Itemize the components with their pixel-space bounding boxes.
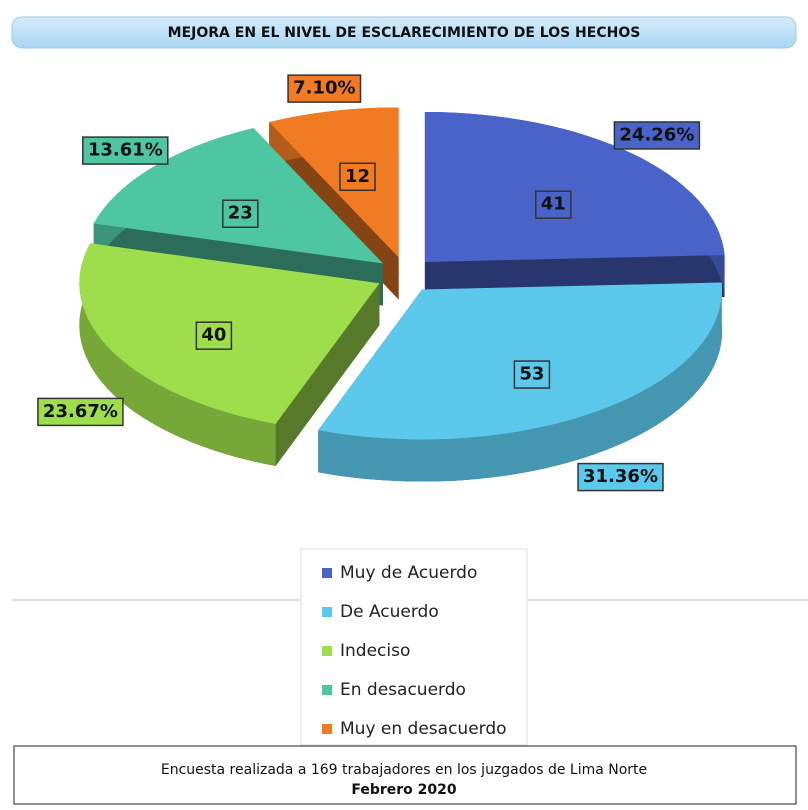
- percent-label-box: [37, 397, 124, 427]
- legend-swatch: [322, 568, 332, 578]
- title-bar: [11, 16, 797, 49]
- percent-label-box: [577, 462, 664, 492]
- data-label-box: [339, 162, 376, 192]
- data-label-box: [513, 360, 551, 389]
- percent-label: 13.61%: [88, 140, 163, 161]
- legend-swatch: [322, 724, 332, 734]
- percent-label: 23.67%: [43, 401, 118, 422]
- legend-swatch: [322, 607, 332, 617]
- legend-swatch: [322, 685, 332, 695]
- percent-label: 31.36%: [583, 466, 658, 487]
- footnote: Febrero 2020: [351, 782, 457, 798]
- slice-side: [275, 283, 380, 466]
- data-label: 12: [345, 166, 370, 187]
- data-label-box: [535, 190, 572, 219]
- legend-label: Muy en desacuerdo: [340, 719, 507, 739]
- legend-label: De Acuerdo: [340, 602, 439, 622]
- legend-label: En desacuerdo: [340, 680, 466, 700]
- legend-box: [300, 548, 528, 746]
- data-label-box: [195, 321, 233, 350]
- legend-label: Indeciso: [340, 641, 410, 661]
- data-label-box: [222, 199, 259, 228]
- percent-label-box: [613, 121, 701, 150]
- data-label: 23: [228, 203, 253, 224]
- percent-label: 7.10%: [293, 78, 355, 99]
- data-label: 40: [201, 325, 226, 346]
- percent-label-box: [82, 136, 169, 165]
- data-label: 53: [519, 364, 544, 385]
- slice-side: [318, 282, 723, 482]
- slice: [269, 107, 399, 258]
- footnote-box: [13, 745, 797, 805]
- data-label: 41: [541, 194, 566, 215]
- legend-swatch: [322, 646, 332, 656]
- slice: [424, 111, 725, 262]
- percent-label-box: [287, 74, 362, 103]
- chart-title: MEJORA EN EL NIVEL DE ESCLARECIMIENTO DE…: [168, 25, 641, 41]
- percent-label: 24.26%: [619, 124, 694, 145]
- slice-side: [79, 243, 276, 466]
- footnote: Encuesta realizada a 169 trabajadores en…: [161, 762, 647, 778]
- legend-label: Muy de Acuerdo: [340, 563, 477, 583]
